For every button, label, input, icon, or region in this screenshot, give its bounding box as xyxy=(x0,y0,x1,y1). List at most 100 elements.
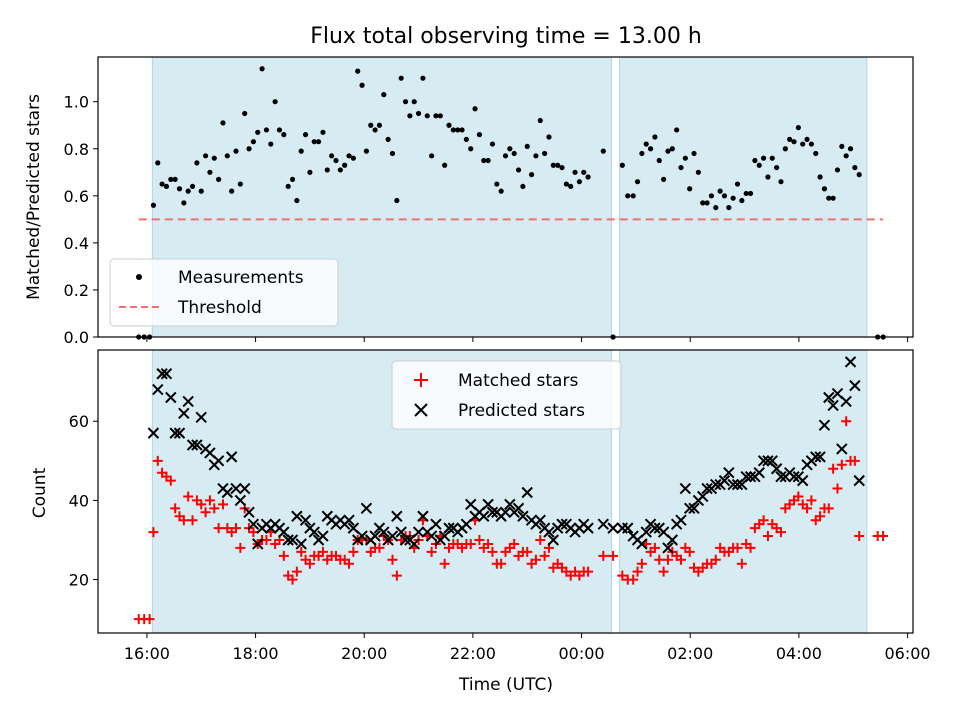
measurements-point xyxy=(795,124,801,131)
matched-stars-point xyxy=(736,558,747,569)
bottom-panel-series xyxy=(133,356,889,625)
predicted-stars-point xyxy=(430,518,442,530)
matched-stars-point xyxy=(348,546,359,557)
matched-stars-point xyxy=(391,570,402,581)
measurements-point xyxy=(800,141,806,147)
measurements-point xyxy=(537,117,543,124)
measurements-point xyxy=(385,136,391,142)
predicted-stars-point xyxy=(443,522,455,534)
top-legend-box xyxy=(109,258,339,327)
predicted-stars-point xyxy=(165,391,177,404)
predicted-stars-point xyxy=(299,514,312,526)
matched-stars-point xyxy=(317,546,328,557)
predicted-stars-point xyxy=(521,486,533,499)
predicted-stars-point xyxy=(343,514,355,526)
measurements-point xyxy=(550,162,556,168)
measurements-point xyxy=(502,153,509,159)
matched-stars-point xyxy=(465,538,476,549)
top-panel-series xyxy=(136,66,886,340)
measurements-point xyxy=(489,141,496,147)
predicted-stars-point xyxy=(556,518,568,530)
measurements-point xyxy=(437,113,443,119)
predicted-stars-point xyxy=(156,368,168,380)
measurements-point xyxy=(411,99,417,105)
measurements-point xyxy=(817,174,823,180)
bottom-legend-box xyxy=(391,360,622,430)
measurements-point xyxy=(185,188,191,194)
matched-stars-point xyxy=(344,558,355,569)
measurements-point xyxy=(769,155,775,161)
measurements-point xyxy=(533,153,539,159)
measurements-point xyxy=(250,139,256,145)
measurements-point xyxy=(821,186,828,192)
measurements-point xyxy=(224,153,230,159)
predicted-stars-point xyxy=(818,419,831,431)
legend-marker-matched xyxy=(414,373,428,387)
matched-stars-point xyxy=(617,570,628,581)
measurements-point xyxy=(585,174,591,180)
matched-stars-point xyxy=(806,495,817,506)
measurements-point xyxy=(294,197,300,204)
measurements-point xyxy=(229,188,235,194)
measurements-point xyxy=(791,139,797,145)
matched-stars-point xyxy=(583,566,594,577)
legend-label-threshold: Threshold xyxy=(177,298,262,318)
predicted-stars-point xyxy=(534,514,546,526)
top-panel: 0.0 0.2 0.4 0.6 0.8 1.0 Matched/Predicted sta… xyxy=(24,56,914,347)
predicted-stars-point xyxy=(486,506,499,518)
measurements-point xyxy=(704,200,710,206)
measurements-point xyxy=(333,157,339,164)
measurements-point xyxy=(485,157,491,164)
predicted-stars-point xyxy=(282,534,294,546)
measurements-point xyxy=(756,162,762,168)
matched-stars-point xyxy=(758,515,769,526)
matched-stars-point xyxy=(374,542,385,553)
x-tick-label: 18:00 xyxy=(233,644,279,663)
bot-shaded-interval-1 xyxy=(619,349,868,634)
x-tick-label: 16:00 xyxy=(124,644,170,663)
bot-y-tick-label: 20 xyxy=(69,571,89,590)
measurements-point xyxy=(255,129,261,135)
measurements-point xyxy=(760,155,767,161)
measurements-point xyxy=(168,176,174,182)
measurements-point xyxy=(355,68,361,74)
measurements-point xyxy=(625,193,631,199)
measurements-point xyxy=(276,127,283,133)
matched-stars-point xyxy=(849,455,860,466)
predicted-stars-point xyxy=(701,482,713,495)
measurements-point xyxy=(259,66,265,72)
matched-stars-point xyxy=(762,531,773,542)
measurements-point xyxy=(211,155,217,161)
predicted-stars-point xyxy=(853,474,865,487)
predicted-stars-point xyxy=(252,538,264,550)
measurements-point xyxy=(524,143,530,150)
predicted-stars-point xyxy=(753,466,765,479)
measurements-point xyxy=(721,193,728,199)
measurements-point xyxy=(713,204,719,211)
predicted-stars-point xyxy=(796,474,809,487)
matched-stars-point xyxy=(608,550,619,561)
top-y-tick-label: 0.4 xyxy=(64,234,89,253)
matched-stars-point xyxy=(474,534,485,545)
top-y-tick-label: 0.2 xyxy=(64,281,89,300)
measurements-point xyxy=(402,99,409,105)
measurements-point xyxy=(568,183,574,190)
predicted-stars-point xyxy=(836,443,848,455)
measurements-point xyxy=(691,150,697,157)
measurements-point xyxy=(181,200,187,206)
predicted-stars-point xyxy=(823,391,835,404)
predicted-stars-point xyxy=(679,482,692,495)
measurements-point xyxy=(415,110,422,117)
measurements-point xyxy=(856,172,862,178)
matched-stars-point xyxy=(209,503,220,514)
matched-stars-point xyxy=(387,554,398,565)
measurements-point xyxy=(442,162,448,168)
predicted-stars-point xyxy=(291,510,303,522)
bot-y-tick-label: 60 xyxy=(69,412,89,431)
predicted-stars-point xyxy=(160,368,173,380)
matched-stars-point xyxy=(535,534,546,545)
measurements-point xyxy=(700,200,706,206)
x-tick-label: 04:00 xyxy=(776,644,822,663)
measurements-point xyxy=(468,146,474,152)
